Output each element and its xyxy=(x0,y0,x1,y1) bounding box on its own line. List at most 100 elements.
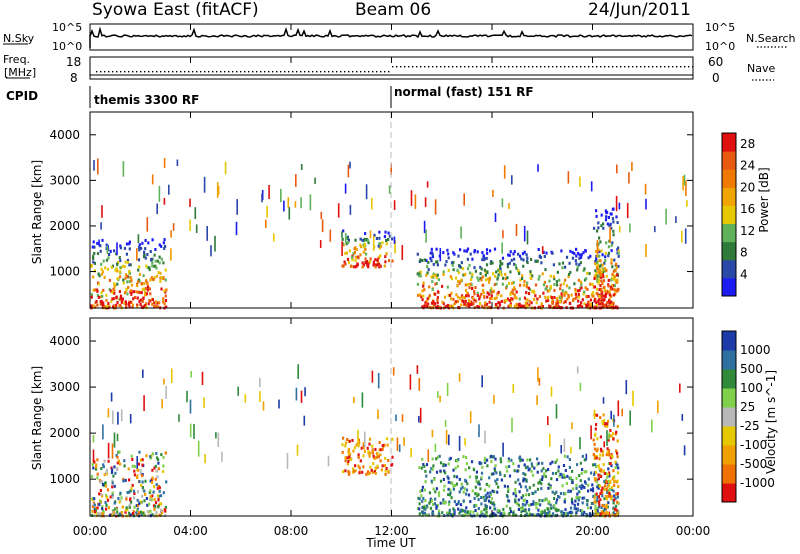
heatmap-cell xyxy=(135,284,139,288)
heatmap-cell xyxy=(483,295,486,299)
heatmap-cell xyxy=(608,474,611,478)
heatmap-cell xyxy=(217,432,220,447)
heatmap-cell xyxy=(133,290,136,294)
heatmap-cell xyxy=(446,303,449,307)
heatmap-cell xyxy=(559,296,562,300)
heatmap-cell xyxy=(477,507,480,510)
heatmap-cell xyxy=(431,255,434,259)
heatmap-cell xyxy=(607,484,611,487)
heatmap-cell xyxy=(479,265,482,269)
heatmap-cell xyxy=(597,477,600,481)
heatmap-cell xyxy=(431,512,434,516)
heatmap-cell xyxy=(497,273,500,277)
heatmap-cell xyxy=(499,262,502,266)
heatmap-cell xyxy=(460,303,463,307)
heatmap-cell xyxy=(526,281,529,285)
heatmap-cell xyxy=(128,505,131,509)
heatmap-cell xyxy=(591,283,594,286)
heatmap-cell xyxy=(603,507,606,511)
heatmap-cell xyxy=(549,486,552,490)
nave-point xyxy=(196,71,198,73)
heatmap-cell xyxy=(92,304,95,308)
heatmap-cell xyxy=(601,263,604,267)
heatmap-cell xyxy=(381,444,384,448)
heatmap-cell xyxy=(547,507,550,511)
heatmap-cell xyxy=(158,489,161,493)
heatmap-cell xyxy=(416,252,419,256)
heatmap-cell xyxy=(90,295,93,299)
heatmap-cell xyxy=(135,511,138,515)
heatmap-cell xyxy=(605,274,608,278)
heatmap-cell xyxy=(489,249,492,253)
heatmap-cell xyxy=(110,265,113,269)
heatmap-cell xyxy=(380,468,383,472)
heatmap-cell xyxy=(592,438,595,442)
heatmap-cell xyxy=(90,293,93,297)
heatmap-cell xyxy=(475,470,478,474)
heatmap-cell xyxy=(506,495,509,499)
heatmap-cell xyxy=(447,256,450,260)
heatmap-cell xyxy=(613,284,616,288)
heatmap-cell xyxy=(483,258,486,262)
heatmap-cell xyxy=(92,275,95,279)
heatmap-cell xyxy=(550,386,553,397)
heatmap-cell xyxy=(453,500,456,504)
heatmap-cell xyxy=(110,299,113,303)
heatmap-cell xyxy=(391,437,394,441)
heatmap-cell xyxy=(366,446,369,450)
heatmap-cell xyxy=(466,257,469,261)
heatmap-cell xyxy=(486,251,489,255)
heatmap-cell xyxy=(435,504,438,508)
nave-point xyxy=(388,71,390,73)
heatmap-cell xyxy=(578,485,581,489)
heatmap-cell xyxy=(481,258,484,262)
colorbar-swatch xyxy=(722,151,736,170)
heatmap-cell xyxy=(361,470,364,474)
nave-point xyxy=(600,66,602,68)
heatmap-cell xyxy=(116,282,119,286)
nave-point xyxy=(380,71,382,73)
heatmap-cell xyxy=(522,283,525,287)
heatmap-cell xyxy=(528,503,531,507)
heatmap-cell xyxy=(189,198,191,207)
heatmap-cell xyxy=(607,419,610,423)
heatmap-cell xyxy=(443,469,446,473)
heatmap-cell xyxy=(349,458,352,461)
heatmap-cell xyxy=(366,470,370,474)
heatmap-cell xyxy=(463,296,466,300)
heatmap-cell xyxy=(576,463,579,467)
heatmap-cell xyxy=(435,247,438,251)
freq-tick-bottom: 8 xyxy=(70,71,78,85)
heatmap-cell xyxy=(576,251,580,255)
heatmap-cell xyxy=(607,494,610,498)
heatmap-cell xyxy=(489,501,492,504)
heatmap-cell xyxy=(547,511,550,515)
heatmap-cell xyxy=(137,268,140,272)
heatmap-cell xyxy=(616,479,619,483)
heatmap-cell xyxy=(481,251,484,255)
heatmap-cell xyxy=(614,507,617,511)
heatmap-cell xyxy=(549,512,552,516)
nave-point xyxy=(520,66,522,68)
heatmap-cell xyxy=(386,443,389,447)
heatmap-cell xyxy=(615,508,618,512)
nave-point xyxy=(628,66,630,68)
heatmap-cell xyxy=(91,513,94,517)
heatmap-cell xyxy=(388,185,391,194)
heatmap-cell xyxy=(519,283,522,287)
heatmap-cell xyxy=(162,491,165,495)
heatmap-cell xyxy=(359,253,362,257)
heatmap-cell xyxy=(353,247,356,251)
nave-point xyxy=(692,66,694,68)
heatmap-cell xyxy=(90,475,94,479)
nave-point xyxy=(360,71,362,73)
heatmap-cell xyxy=(319,240,322,248)
heatmap-cell xyxy=(162,464,165,468)
heatmap-cell xyxy=(195,224,198,234)
heatmap-cell xyxy=(151,238,154,242)
heatmap-cell xyxy=(376,258,379,262)
heatmap-cell xyxy=(436,273,439,277)
heatmap-cell xyxy=(344,251,347,255)
heatmap-cell xyxy=(522,479,525,483)
nave-label: Nave xyxy=(747,62,775,75)
